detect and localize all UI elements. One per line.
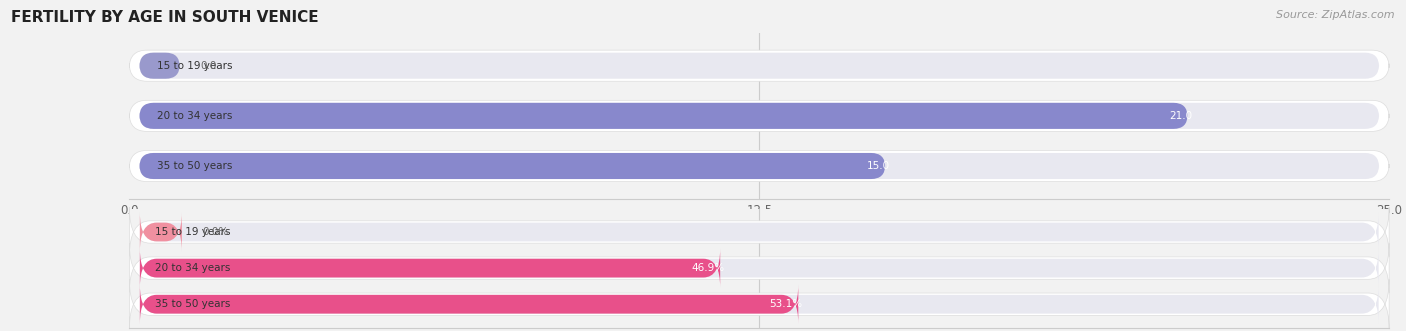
FancyBboxPatch shape xyxy=(129,207,1389,257)
Text: 15 to 19 years: 15 to 19 years xyxy=(157,61,232,71)
Text: 20 to 34 years: 20 to 34 years xyxy=(157,111,232,121)
FancyBboxPatch shape xyxy=(139,249,1379,288)
Text: 21.0: 21.0 xyxy=(1170,111,1192,121)
FancyBboxPatch shape xyxy=(139,53,180,79)
Text: 0.0: 0.0 xyxy=(200,61,217,71)
FancyBboxPatch shape xyxy=(129,100,1389,131)
FancyBboxPatch shape xyxy=(139,213,181,252)
Text: Source: ZipAtlas.com: Source: ZipAtlas.com xyxy=(1277,10,1395,20)
Text: 15 to 19 years: 15 to 19 years xyxy=(155,227,231,237)
Text: 0.0%: 0.0% xyxy=(202,227,229,237)
FancyBboxPatch shape xyxy=(139,153,886,179)
Text: 20 to 34 years: 20 to 34 years xyxy=(155,263,231,273)
FancyBboxPatch shape xyxy=(139,153,1379,179)
FancyBboxPatch shape xyxy=(129,279,1389,329)
FancyBboxPatch shape xyxy=(139,285,1379,324)
FancyBboxPatch shape xyxy=(139,103,1379,129)
Text: 35 to 50 years: 35 to 50 years xyxy=(157,161,232,171)
FancyBboxPatch shape xyxy=(129,243,1389,293)
Text: 35 to 50 years: 35 to 50 years xyxy=(155,299,231,309)
FancyBboxPatch shape xyxy=(129,151,1389,181)
FancyBboxPatch shape xyxy=(139,249,720,288)
FancyBboxPatch shape xyxy=(139,285,799,324)
Text: 53.1%: 53.1% xyxy=(769,299,803,309)
Text: 46.9%: 46.9% xyxy=(692,263,724,273)
Text: 15.0: 15.0 xyxy=(868,161,890,171)
Text: FERTILITY BY AGE IN SOUTH VENICE: FERTILITY BY AGE IN SOUTH VENICE xyxy=(11,10,319,25)
FancyBboxPatch shape xyxy=(139,213,1379,252)
FancyBboxPatch shape xyxy=(139,103,1188,129)
FancyBboxPatch shape xyxy=(129,50,1389,81)
FancyBboxPatch shape xyxy=(139,53,1379,79)
